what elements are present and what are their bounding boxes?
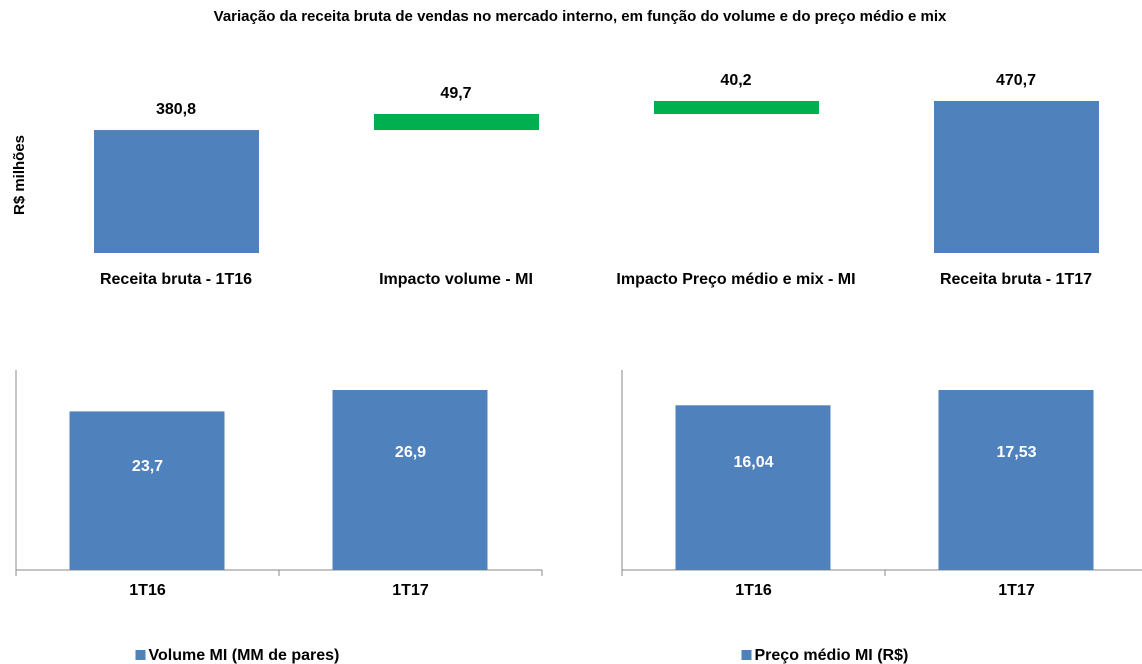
y-axis-label: R$ milhões [11,135,28,215]
x-tick-label: 1T16 [129,582,166,599]
value-label: 40,2 [720,72,751,89]
bar [332,390,488,570]
increase-bar [654,101,819,114]
legend-label: Volume MI (MM de pares) [149,647,340,664]
x-tick-label: Impacto volume - MI [379,271,533,288]
bar [934,101,1099,253]
value-label: 23,7 [132,458,163,475]
x-tick-label: 1T17 [998,582,1035,599]
bar [69,411,225,570]
bar [675,405,831,570]
legend-swatch [741,650,752,660]
legend-swatch [135,650,146,660]
x-tick-label: Receita bruta - 1T16 [99,271,253,288]
value-label: 16,04 [733,454,773,471]
chart-title: Variação da receita bruta de vendas no m… [213,8,947,25]
value-label: 380,8 [156,101,196,118]
legend-label: Preço médio MI (R$) [755,647,909,664]
increase-bar [374,113,539,131]
x-tick-label: Impacto Preço médio e mix - MI [616,271,856,288]
x-tick-label: 1T16 [735,582,772,599]
value-label: 470,7 [996,72,1036,89]
bar [938,390,1094,570]
x-tick-label: 1T17 [392,582,429,599]
value-label: 49,7 [440,85,471,102]
value-label: 17,53 [996,444,1036,461]
bar [94,130,259,253]
value-label: 26,9 [395,444,426,461]
x-tick-label: Receita bruta - 1T17 [939,271,1093,288]
